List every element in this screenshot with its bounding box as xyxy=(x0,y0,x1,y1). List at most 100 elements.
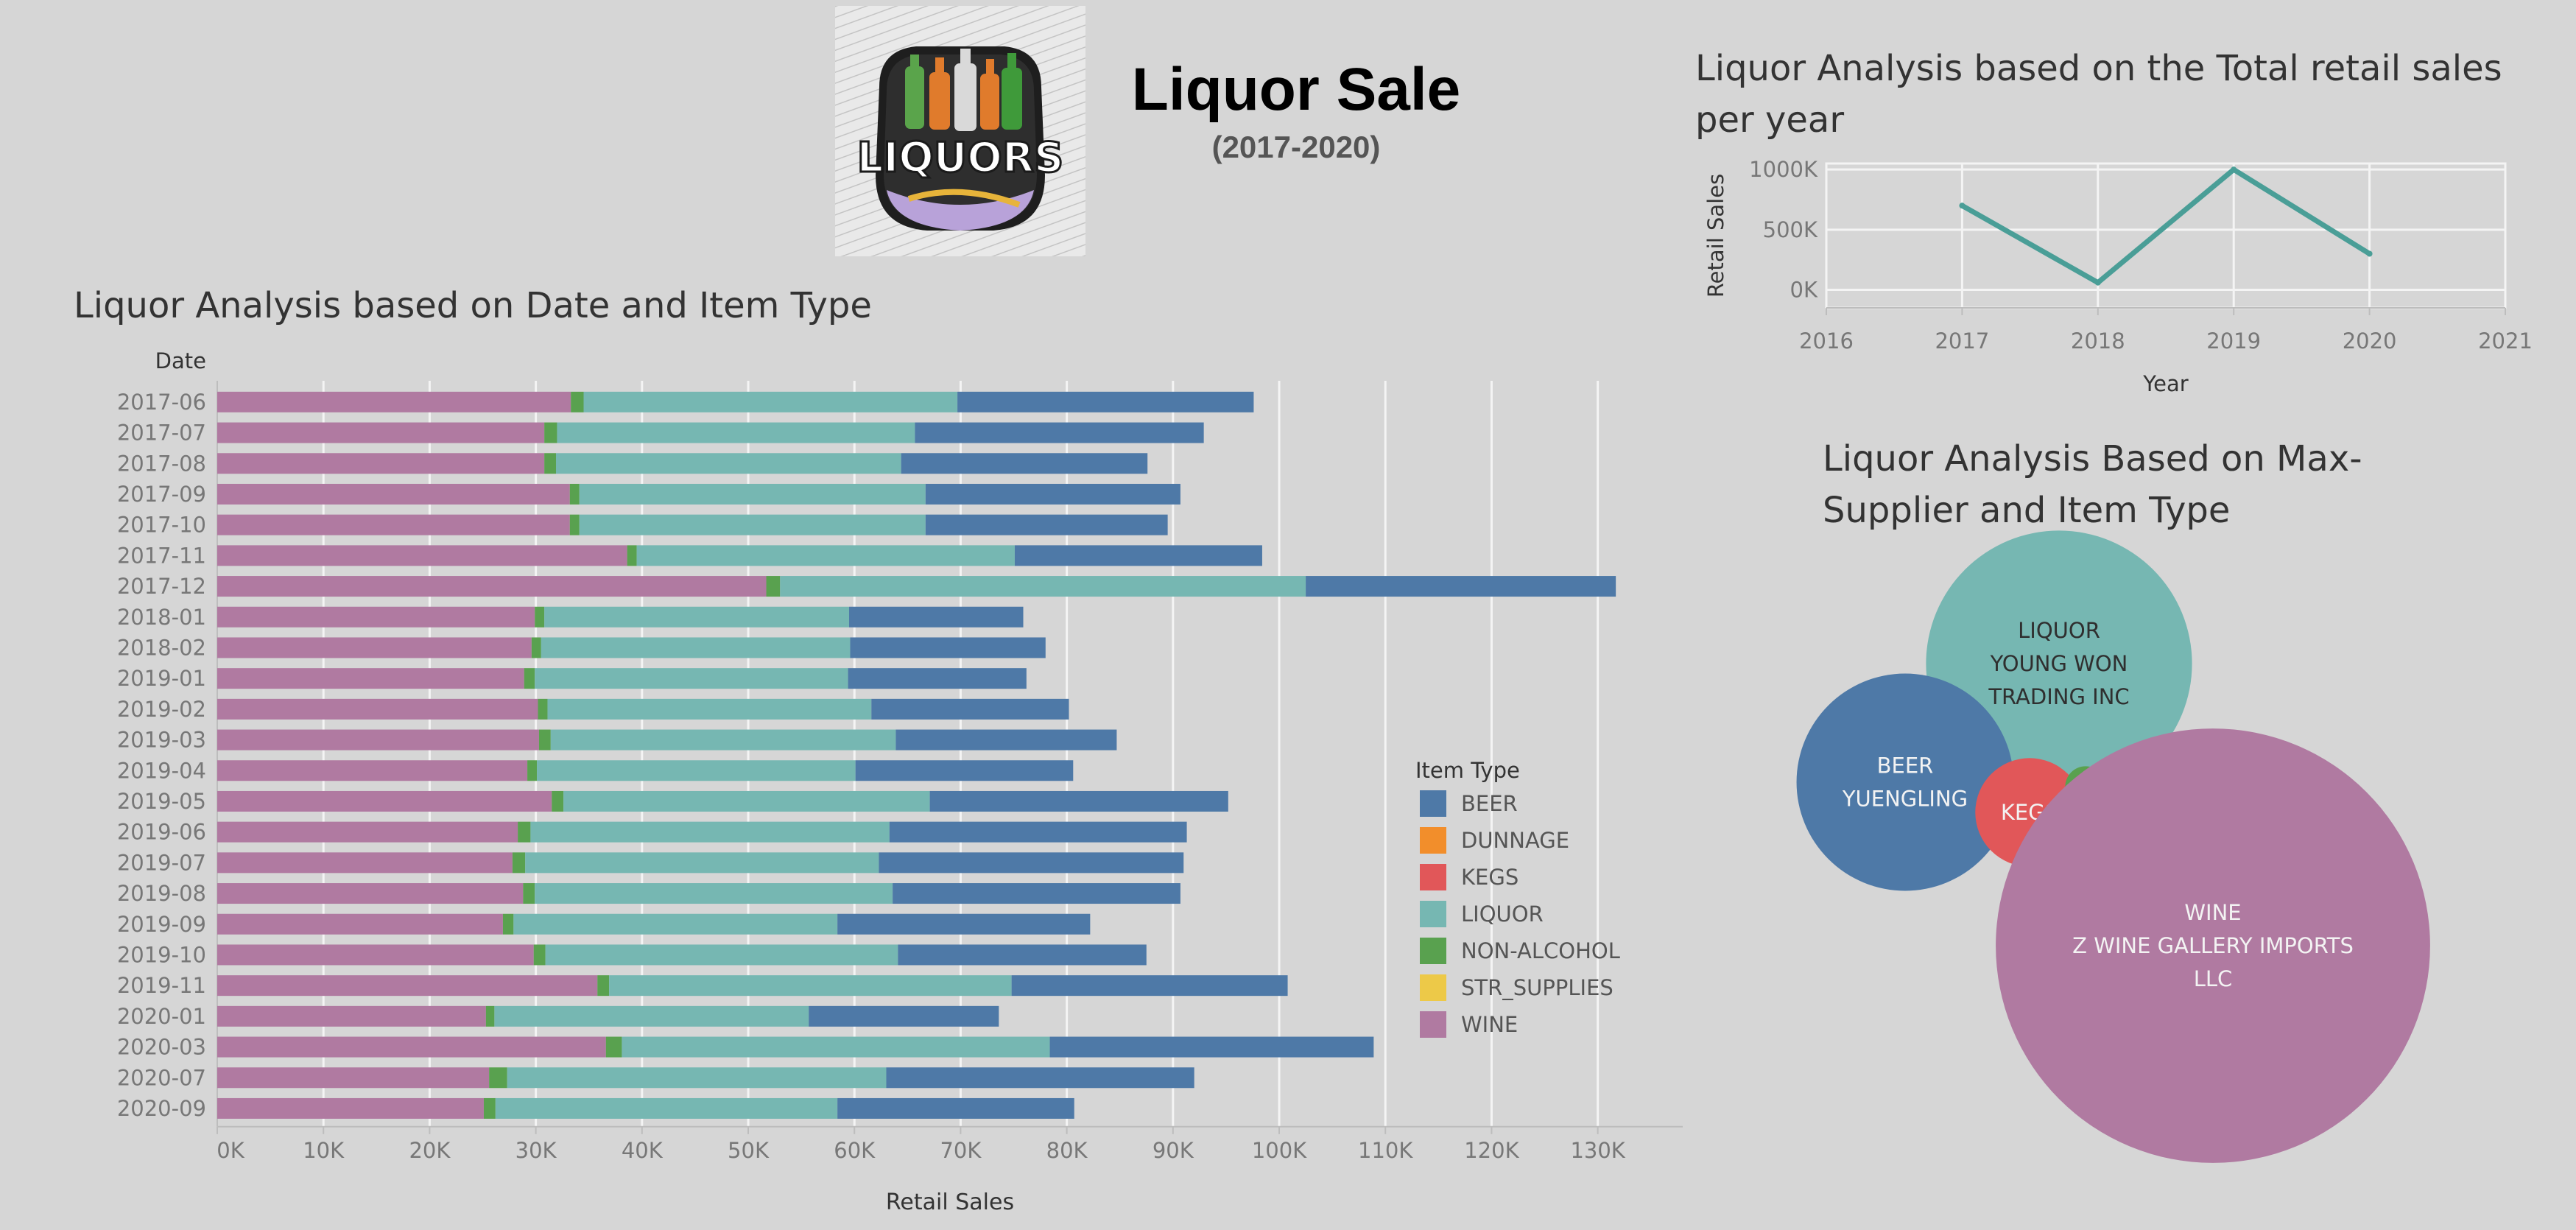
bar-segment-wine[interactable] xyxy=(217,576,767,597)
bar-segment-wine[interactable] xyxy=(217,668,524,689)
bubble-wine[interactable]: WINE Z WINE GALLERY IMPORTS LLC xyxy=(1996,728,2430,1163)
bar-segment-non-alcohol[interactable] xyxy=(527,760,538,781)
bar-segment-liquor[interactable] xyxy=(545,944,898,966)
bar-segment-non-alcohol[interactable] xyxy=(544,453,557,474)
bar-segment-liquor[interactable] xyxy=(513,913,838,935)
bar-segment-beer[interactable] xyxy=(849,606,1024,628)
sales-point[interactable] xyxy=(1959,203,1966,209)
bar-segment-beer[interactable] xyxy=(915,422,1204,443)
bar-segment-wine[interactable] xyxy=(217,975,598,997)
bar-segment-non-alcohol[interactable] xyxy=(535,606,545,628)
bar-segment-wine[interactable] xyxy=(217,1005,486,1027)
bar-segment-beer[interactable] xyxy=(898,944,1147,966)
bar-segment-non-alcohol[interactable] xyxy=(485,1005,495,1027)
bar-segment-beer[interactable] xyxy=(848,668,1027,689)
bar-segment-non-alcohol[interactable] xyxy=(597,975,610,997)
bar-segment-beer[interactable] xyxy=(1306,576,1616,597)
bar-segment-beer[interactable] xyxy=(837,1097,1074,1119)
bar-segment-beer[interactable] xyxy=(879,852,1184,874)
bar-segment-liquor[interactable] xyxy=(547,698,872,720)
bar-segment-beer[interactable] xyxy=(1014,545,1262,566)
bar-segment-wine[interactable] xyxy=(217,514,570,535)
bar-segment-beer[interactable] xyxy=(925,483,1180,505)
bar-segment-beer[interactable] xyxy=(929,790,1228,812)
bar-segment-wine[interactable] xyxy=(217,790,552,812)
bar-segment-wine[interactable] xyxy=(217,545,627,566)
bar-segment-non-alcohol[interactable] xyxy=(766,576,781,597)
sales-point[interactable] xyxy=(2094,279,2101,286)
legend-item-liquor[interactable]: LIQUOR xyxy=(1415,896,1666,932)
bar-segment-non-alcohol[interactable] xyxy=(524,668,535,689)
bar-segment-non-alcohol[interactable] xyxy=(502,913,514,935)
bar-segment-liquor[interactable] xyxy=(541,637,851,658)
legend-item-beer[interactable]: BEER xyxy=(1415,785,1666,822)
bar-segment-beer[interactable] xyxy=(855,760,1074,781)
bar-segment-non-alcohol[interactable] xyxy=(538,729,551,751)
bar-segment-non-alcohol[interactable] xyxy=(569,483,580,505)
bar-segment-wine[interactable] xyxy=(217,698,538,720)
sales-point[interactable] xyxy=(2366,250,2373,257)
bar-segment-beer[interactable] xyxy=(837,913,1091,935)
bar-segment-non-alcohol[interactable] xyxy=(627,545,637,566)
bar-segment-wine[interactable] xyxy=(217,422,545,443)
bar-segment-non-alcohol[interactable] xyxy=(552,790,564,812)
sales-point[interactable] xyxy=(2231,166,2237,173)
bar-segment-non-alcohol[interactable] xyxy=(569,514,580,535)
bar-segment-liquor[interactable] xyxy=(544,606,850,628)
bubble-beer[interactable]: BEER YUENGLING xyxy=(1796,673,2014,891)
bar-segment-non-alcohol[interactable] xyxy=(544,422,557,443)
bar-segment-wine[interactable] xyxy=(217,1067,490,1089)
bar-segment-non-alcohol[interactable] xyxy=(483,1097,496,1119)
bubble-circle[interactable] xyxy=(1996,728,2430,1163)
bar-segment-liquor[interactable] xyxy=(535,883,893,904)
bar-segment-liquor[interactable] xyxy=(557,422,915,443)
bar-segment-non-alcohol[interactable] xyxy=(538,698,548,720)
bar-segment-liquor[interactable] xyxy=(780,576,1306,597)
bar-segment-wine[interactable] xyxy=(217,883,524,904)
bar-segment-liquor[interactable] xyxy=(495,1097,838,1119)
bar-segment-liquor[interactable] xyxy=(530,821,890,843)
bar-segment-wine[interactable] xyxy=(217,637,532,658)
bar-segment-beer[interactable] xyxy=(893,883,1180,904)
bar-segment-liquor[interactable] xyxy=(583,391,958,412)
bar-segment-wine[interactable] xyxy=(217,852,513,874)
bar-segment-beer[interactable] xyxy=(871,698,1069,720)
bar-segment-wine[interactable] xyxy=(217,913,503,935)
bar-segment-wine[interactable] xyxy=(217,1097,484,1119)
bar-segment-non-alcohol[interactable] xyxy=(531,637,541,658)
bar-segment-liquor[interactable] xyxy=(525,852,879,874)
bar-segment-wine[interactable] xyxy=(217,606,535,628)
bar-segment-liquor[interactable] xyxy=(556,453,901,474)
legend-item-kegs[interactable]: KEGS xyxy=(1415,859,1666,896)
legend-item-wine[interactable]: WINE xyxy=(1415,1006,1666,1043)
legend-item-dunnage[interactable]: DUNNAGE xyxy=(1415,822,1666,859)
bar-segment-wine[interactable] xyxy=(217,453,545,474)
bar-segment-beer[interactable] xyxy=(809,1005,999,1027)
bar-segment-beer[interactable] xyxy=(925,514,1168,535)
legend-item-non-alcohol[interactable]: NON-ALCOHOL xyxy=(1415,932,1666,969)
bar-segment-liquor[interactable] xyxy=(609,975,1012,997)
bar-segment-non-alcohol[interactable] xyxy=(533,944,546,966)
bar-segment-wine[interactable] xyxy=(217,760,528,781)
bar-segment-liquor[interactable] xyxy=(636,545,1015,566)
bar-segment-beer[interactable] xyxy=(901,453,1148,474)
bar-segment-non-alcohol[interactable] xyxy=(489,1067,507,1089)
sales-line[interactable] xyxy=(1960,166,2371,286)
bar-segment-beer[interactable] xyxy=(1011,975,1288,997)
bar-segment-liquor[interactable] xyxy=(563,790,930,812)
bar-segment-liquor[interactable] xyxy=(494,1005,809,1027)
bar-segment-beer[interactable] xyxy=(895,729,1117,751)
bar-segment-liquor[interactable] xyxy=(550,729,896,751)
legend-item-str_supplies[interactable]: STR_SUPPLIES xyxy=(1415,969,1666,1006)
bar-segment-wine[interactable] xyxy=(217,391,571,412)
bar-segment-liquor[interactable] xyxy=(537,760,856,781)
bar-segment-wine[interactable] xyxy=(217,821,518,843)
bar-segment-wine[interactable] xyxy=(217,944,534,966)
bar-segment-non-alcohol[interactable] xyxy=(518,821,531,843)
bar-segment-non-alcohol[interactable] xyxy=(523,883,535,904)
bar-segment-non-alcohol[interactable] xyxy=(605,1036,622,1058)
bar-segment-liquor[interactable] xyxy=(622,1036,1050,1058)
bar-segment-wine[interactable] xyxy=(217,729,539,751)
bar-segment-liquor[interactable] xyxy=(535,668,848,689)
bar-segment-wine[interactable] xyxy=(217,1036,606,1058)
